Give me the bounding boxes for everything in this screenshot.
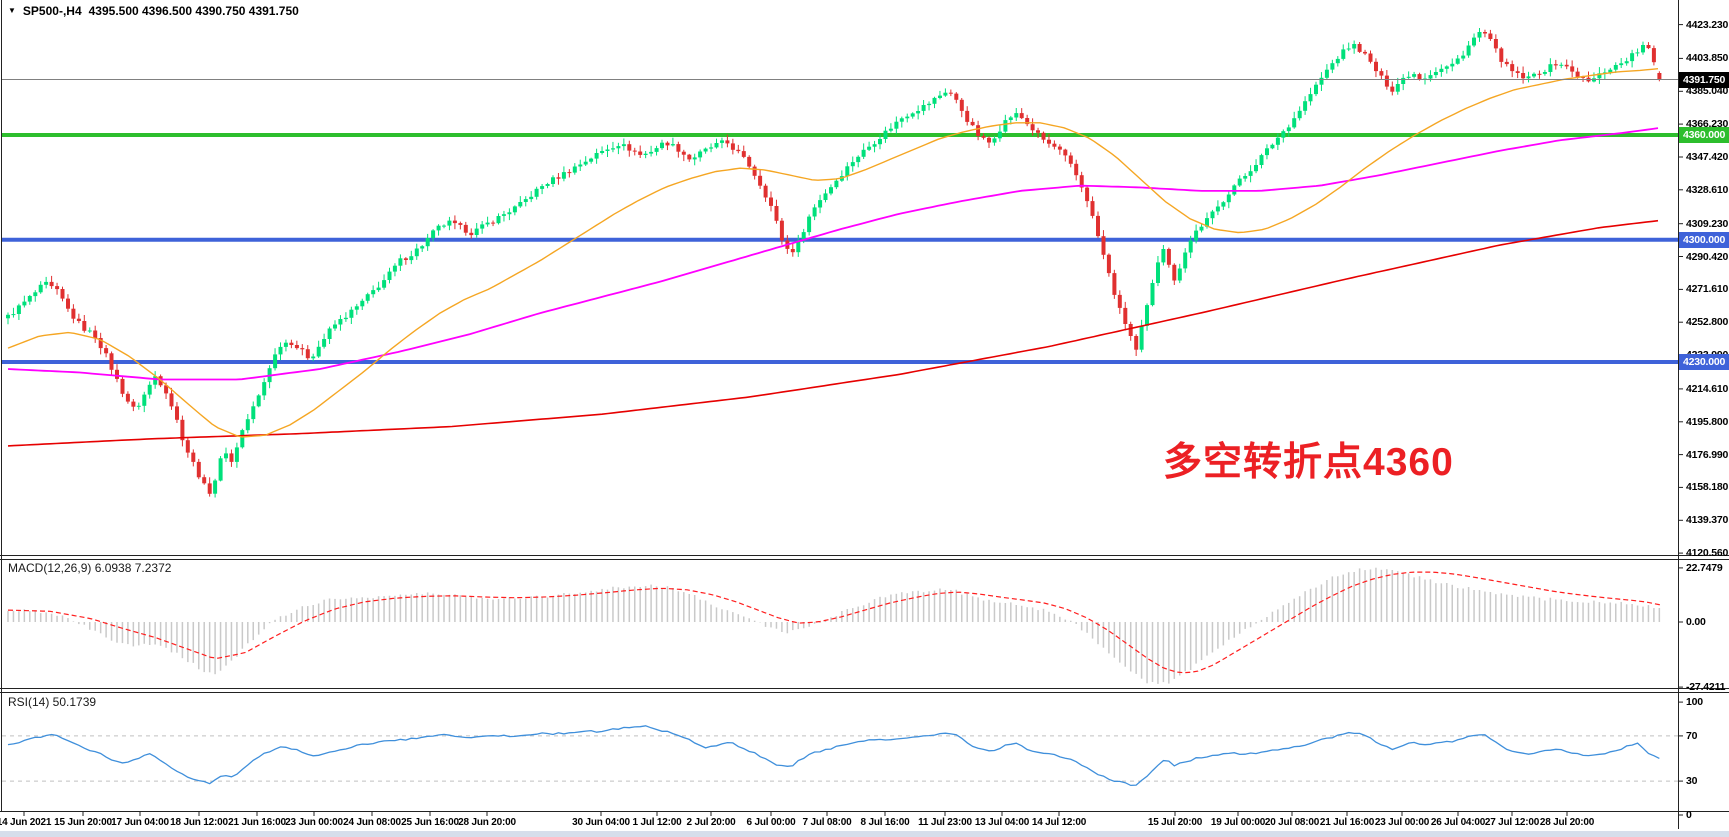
symbol-dropdown-icon[interactable]: ▼ xyxy=(8,6,16,15)
